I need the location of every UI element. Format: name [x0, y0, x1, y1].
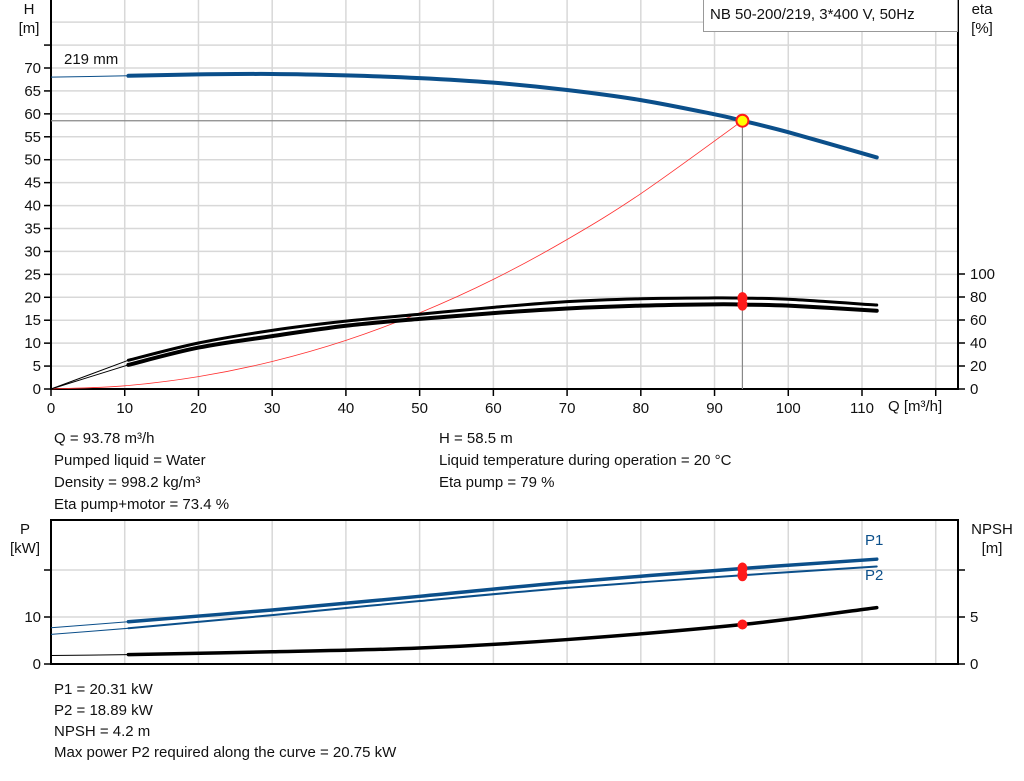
q-tick-label: 60	[485, 400, 502, 417]
q-tick-label: 90	[706, 400, 723, 417]
npsh-axis-unit: [m]	[981, 540, 1003, 557]
duty-point-marker	[735, 113, 750, 128]
p2-curve	[127, 565, 878, 630]
p-tick-label: 0	[33, 656, 41, 673]
q-tick-label: 70	[559, 400, 576, 417]
q-tick-label: 30	[264, 400, 281, 417]
head-curve	[126, 71, 879, 160]
impeller-diameter-label: 219 mm	[64, 51, 119, 68]
h-tick-label: 35	[24, 221, 41, 238]
eta-tick-label: 80	[970, 289, 987, 306]
p-axis-unit: [kW]	[10, 540, 40, 557]
p2-curve-extrapolated	[50, 627, 129, 635]
info-q: Q = 93.78 m³/h	[54, 430, 155, 447]
eta-tick-label: 0	[970, 381, 978, 398]
h-tick-label: 0	[33, 381, 41, 398]
q-tick-label: 10	[116, 400, 133, 417]
eta-pump-motor-curve-extrapolated	[50, 364, 129, 390]
h-tick-label: 25	[24, 266, 41, 283]
info-h: H = 58.5 m	[439, 430, 513, 447]
eta-pump-curve-extrapolated	[50, 359, 129, 390]
h-tick-label: 30	[24, 243, 41, 260]
info-p2: P2 = 18.89 kW	[54, 702, 153, 719]
h-tick-label: 60	[24, 106, 41, 123]
info-npsh: NPSH = 4.2 m	[54, 723, 151, 740]
q-tick-label: 100	[776, 400, 801, 417]
info-p1: P1 = 20.31 kW	[54, 681, 153, 698]
h-tick-label: 55	[24, 129, 41, 146]
eta-axis-unit: [%]	[971, 20, 993, 37]
info-temp: Liquid temperature during operation = 20…	[439, 452, 732, 469]
x-axis-label: Q [m³/h]	[888, 398, 943, 415]
system-curve	[50, 120, 743, 390]
npsh-curve-extrapolated	[50, 654, 129, 657]
pump-title-box: NB 50-200/219, 3*400 V, 50Hz	[703, 0, 958, 32]
eta-pump-motor-marker	[737, 298, 748, 311]
p1-curve-extrapolated	[50, 621, 129, 629]
eta-tick-label: 20	[970, 358, 987, 375]
npsh-tick-label: 0	[970, 656, 978, 673]
h-tick-label: 45	[24, 175, 41, 192]
info-eta-pump-motor: Eta pump+motor = 73.4 %	[54, 496, 230, 513]
info-max-p2: Max power P2 required along the curve = …	[54, 744, 397, 761]
h-tick-label: 70	[24, 60, 41, 77]
eta-pump-curve	[126, 296, 879, 362]
p-axis-name: P	[19, 521, 30, 538]
npsh-tick-label: 5	[970, 609, 978, 626]
p-tick-label: 10	[24, 609, 41, 626]
q-tick-label: 20	[190, 400, 207, 417]
head-curve-extrapolated	[50, 75, 129, 78]
h-tick-label: 5	[33, 358, 41, 375]
p2-marker	[737, 569, 748, 582]
npsh-curve	[126, 605, 879, 657]
q-tick-label: 110	[850, 400, 874, 417]
info-eta-pump: Eta pump = 79 %	[439, 474, 555, 491]
h-tick-label: 65	[24, 83, 41, 100]
h-tick-label: 50	[24, 152, 41, 169]
eta-tick-label: 60	[970, 312, 987, 329]
power-plot-frame	[50, 519, 959, 665]
q-tick-label: 50	[411, 400, 428, 417]
h-tick-label: 15	[24, 312, 41, 329]
p1-curve	[126, 557, 879, 624]
p1-curve-label: P1	[865, 532, 884, 549]
eta-tick-label: 100	[970, 266, 995, 283]
npsh-marker	[737, 619, 748, 630]
q-tick-label: 0	[47, 400, 55, 417]
h-axis-unit: [m]	[18, 20, 40, 37]
q-tick-label: 40	[338, 400, 355, 417]
eta-axis-name: eta	[971, 1, 993, 18]
h-tick-label: 10	[24, 335, 41, 352]
npsh-axis-name: NPSH	[971, 521, 1013, 538]
p2-curve-label: P2	[865, 567, 884, 584]
info-density: Density = 998.2 kg/m³	[54, 474, 201, 491]
h-tick-label: 40	[24, 198, 41, 215]
eta-tick-label: 40	[970, 335, 987, 352]
h-tick-label: 20	[24, 289, 41, 306]
info-liquid: Pumped liquid = Water	[54, 452, 206, 469]
h-axis-name: H	[23, 1, 35, 18]
q-tick-label: 80	[632, 400, 649, 417]
